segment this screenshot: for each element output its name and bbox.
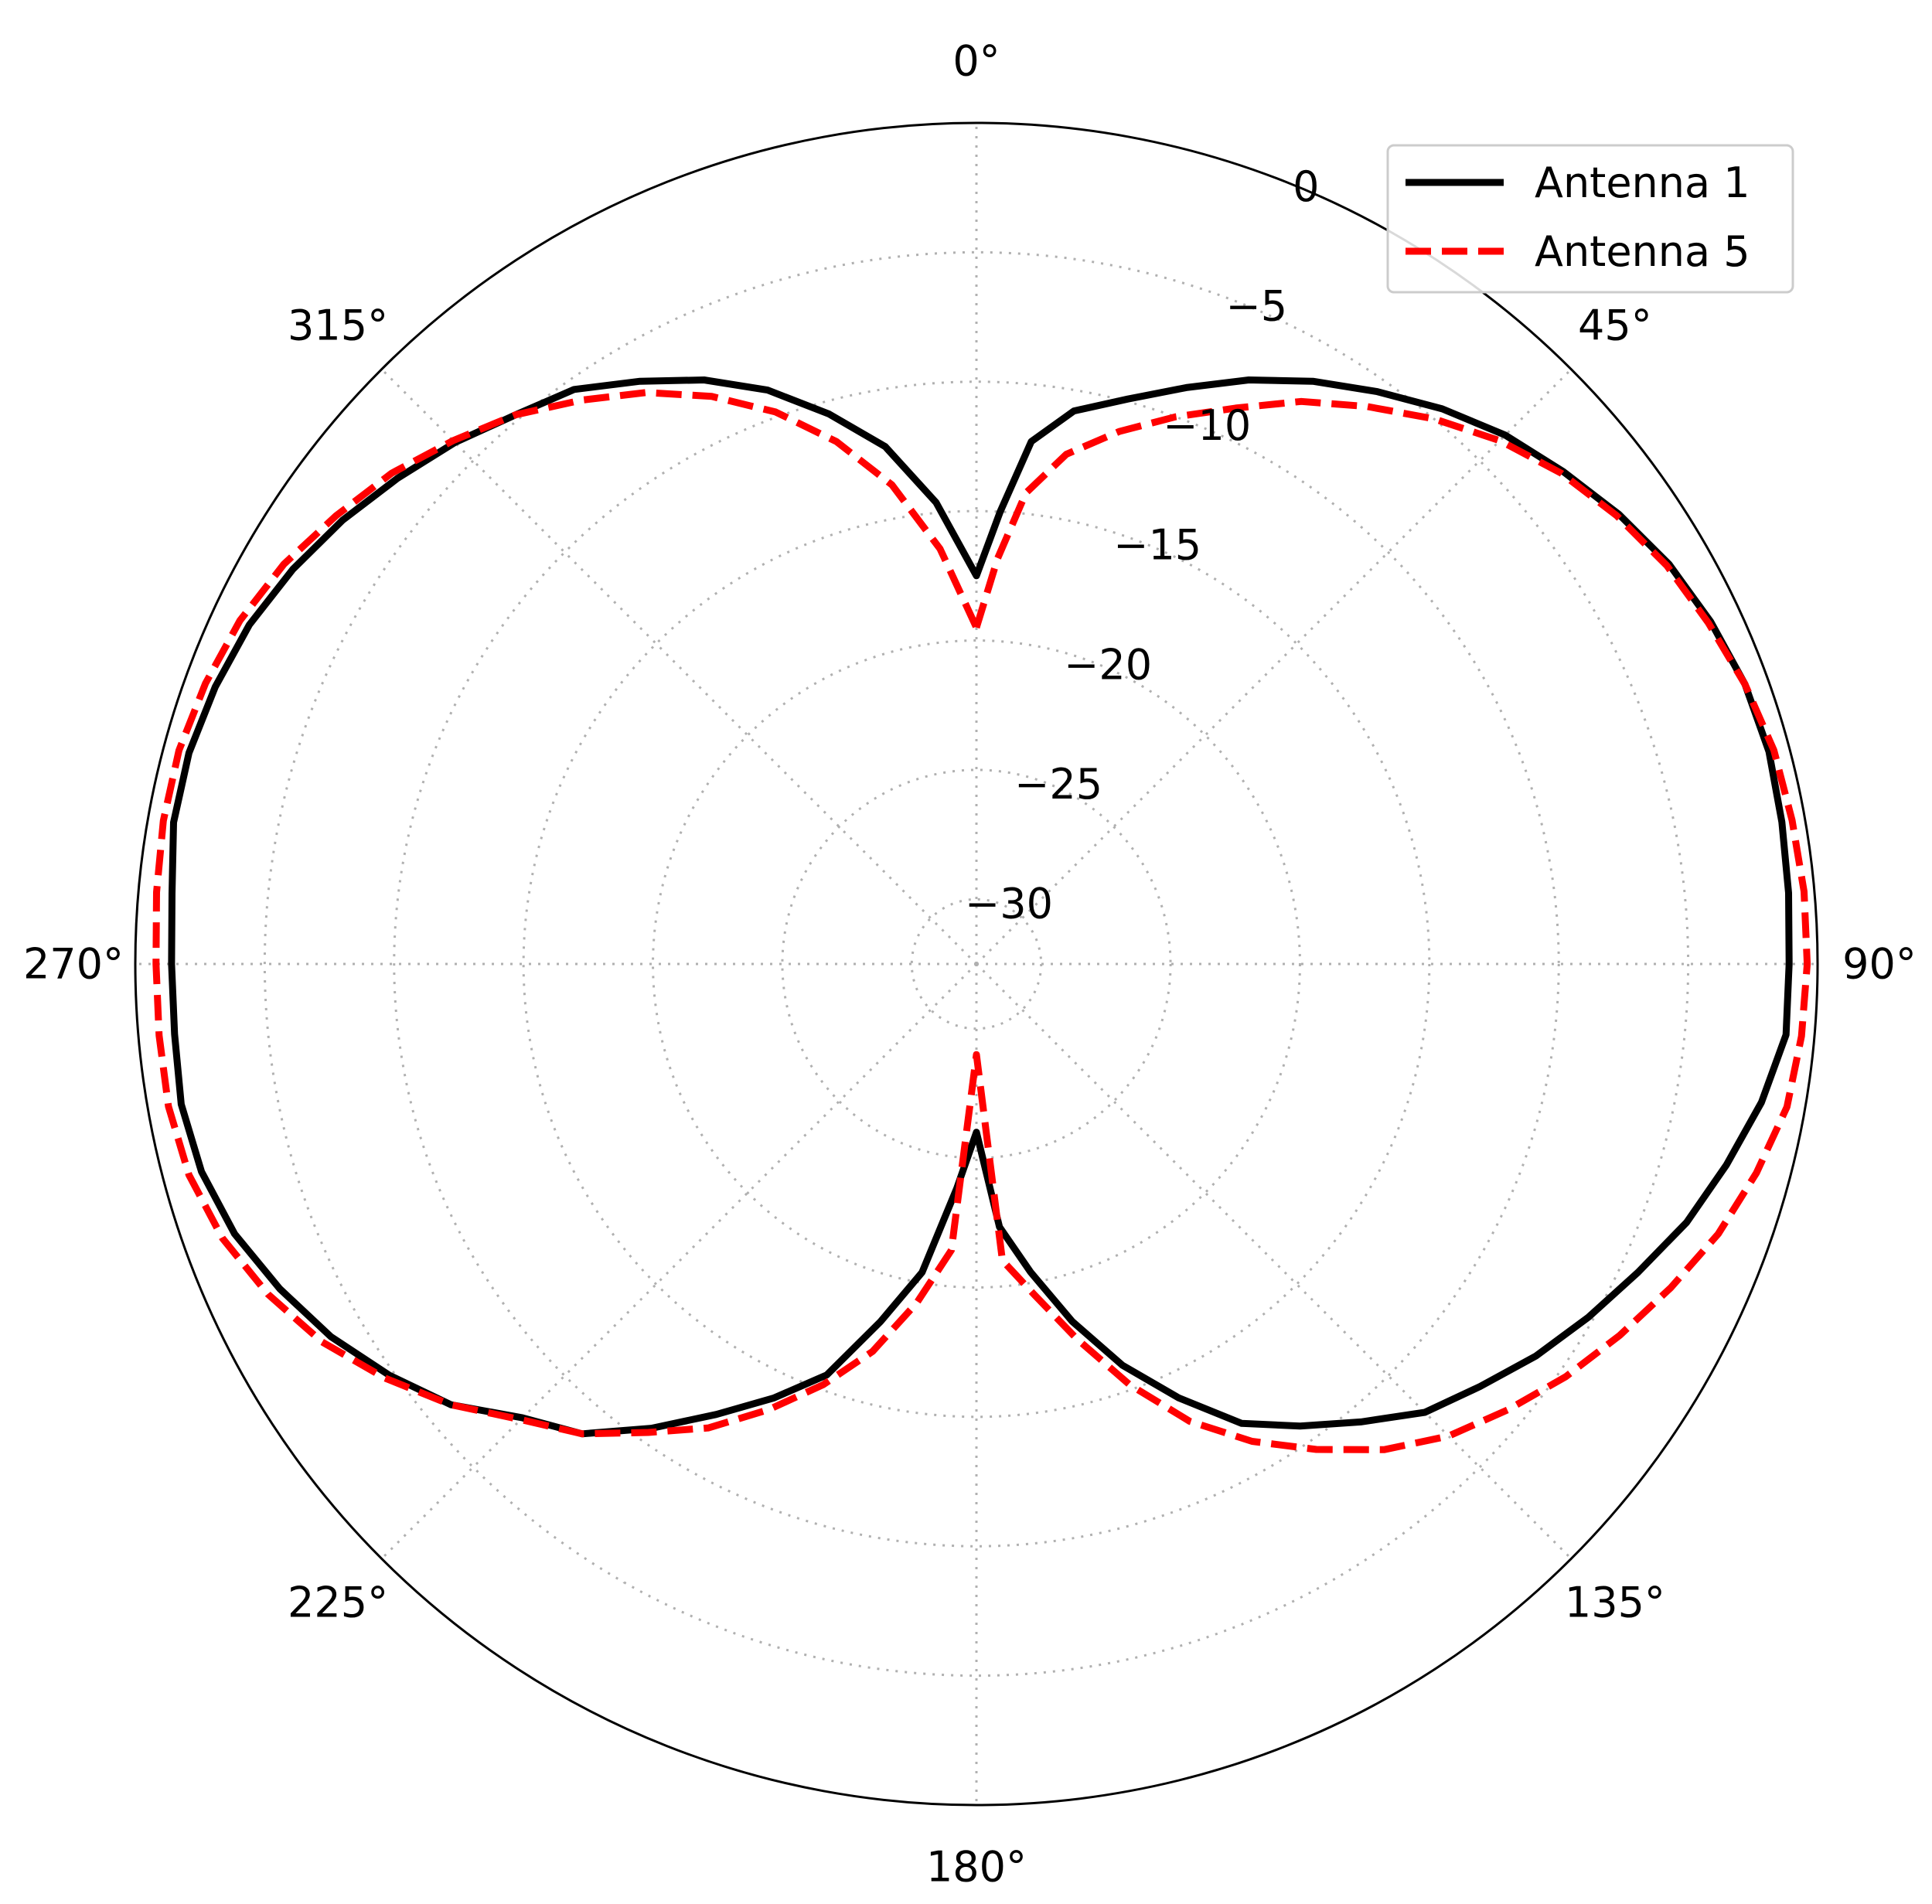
angle-tick-label: 45° bbox=[1578, 301, 1652, 350]
polar-outer-frame bbox=[134, 121, 1819, 1807]
angle-tick-label: 225° bbox=[288, 1578, 388, 1626]
angle-tick-label: 315° bbox=[288, 301, 388, 350]
angle-tick-label: 270° bbox=[23, 940, 124, 989]
angular-grid-spoke bbox=[975, 368, 1573, 966]
angle-tick-labels: 0° 45° 90° 135° 180° 225° 270° 315° bbox=[23, 37, 1917, 1892]
radial-tick-label: −30 bbox=[965, 880, 1053, 928]
angle-tick-label: 0° bbox=[952, 37, 1000, 86]
radial-tick-label: −15 bbox=[1113, 521, 1201, 570]
radial-tick-label: −10 bbox=[1163, 401, 1251, 450]
legend-label-antenna-1: Antenna 1 bbox=[1535, 158, 1750, 207]
legend: Antenna 1 Antenna 5 bbox=[1386, 144, 1794, 294]
radial-tick-label: 0 bbox=[1293, 162, 1319, 211]
series-layer bbox=[152, 376, 1811, 1453]
legend-label-antenna-5: Antenna 5 bbox=[1535, 227, 1750, 276]
series-line-antenna-1 bbox=[168, 376, 1793, 1438]
angular-grid-spoke bbox=[975, 962, 1573, 1560]
angular-grid-spoke bbox=[380, 368, 978, 966]
polar-grid bbox=[135, 123, 1818, 1805]
angle-tick-label: 90° bbox=[1842, 940, 1917, 989]
angular-grid-spoke bbox=[380, 962, 978, 1560]
series-line-antenna-5 bbox=[152, 389, 1811, 1453]
radial-grid-ring bbox=[393, 380, 1560, 1548]
radial-grid-ring bbox=[263, 250, 1690, 1677]
radial-tick-labels: −30 −25 −20 −15 −10 −5 0 bbox=[965, 162, 1319, 928]
radial-grid-ring bbox=[781, 768, 1172, 1160]
radial-grid-ring bbox=[910, 898, 1043, 1030]
radial-tick-label: −20 bbox=[1064, 640, 1152, 689]
radial-tick-label: −25 bbox=[1014, 760, 1102, 809]
radial-tick-label: −5 bbox=[1225, 281, 1287, 330]
angle-tick-label: 135° bbox=[1565, 1578, 1665, 1626]
radial-grid-ring bbox=[522, 509, 1431, 1419]
radial-grid-ring bbox=[652, 639, 1301, 1289]
angle-tick-label: 180° bbox=[926, 1843, 1027, 1892]
